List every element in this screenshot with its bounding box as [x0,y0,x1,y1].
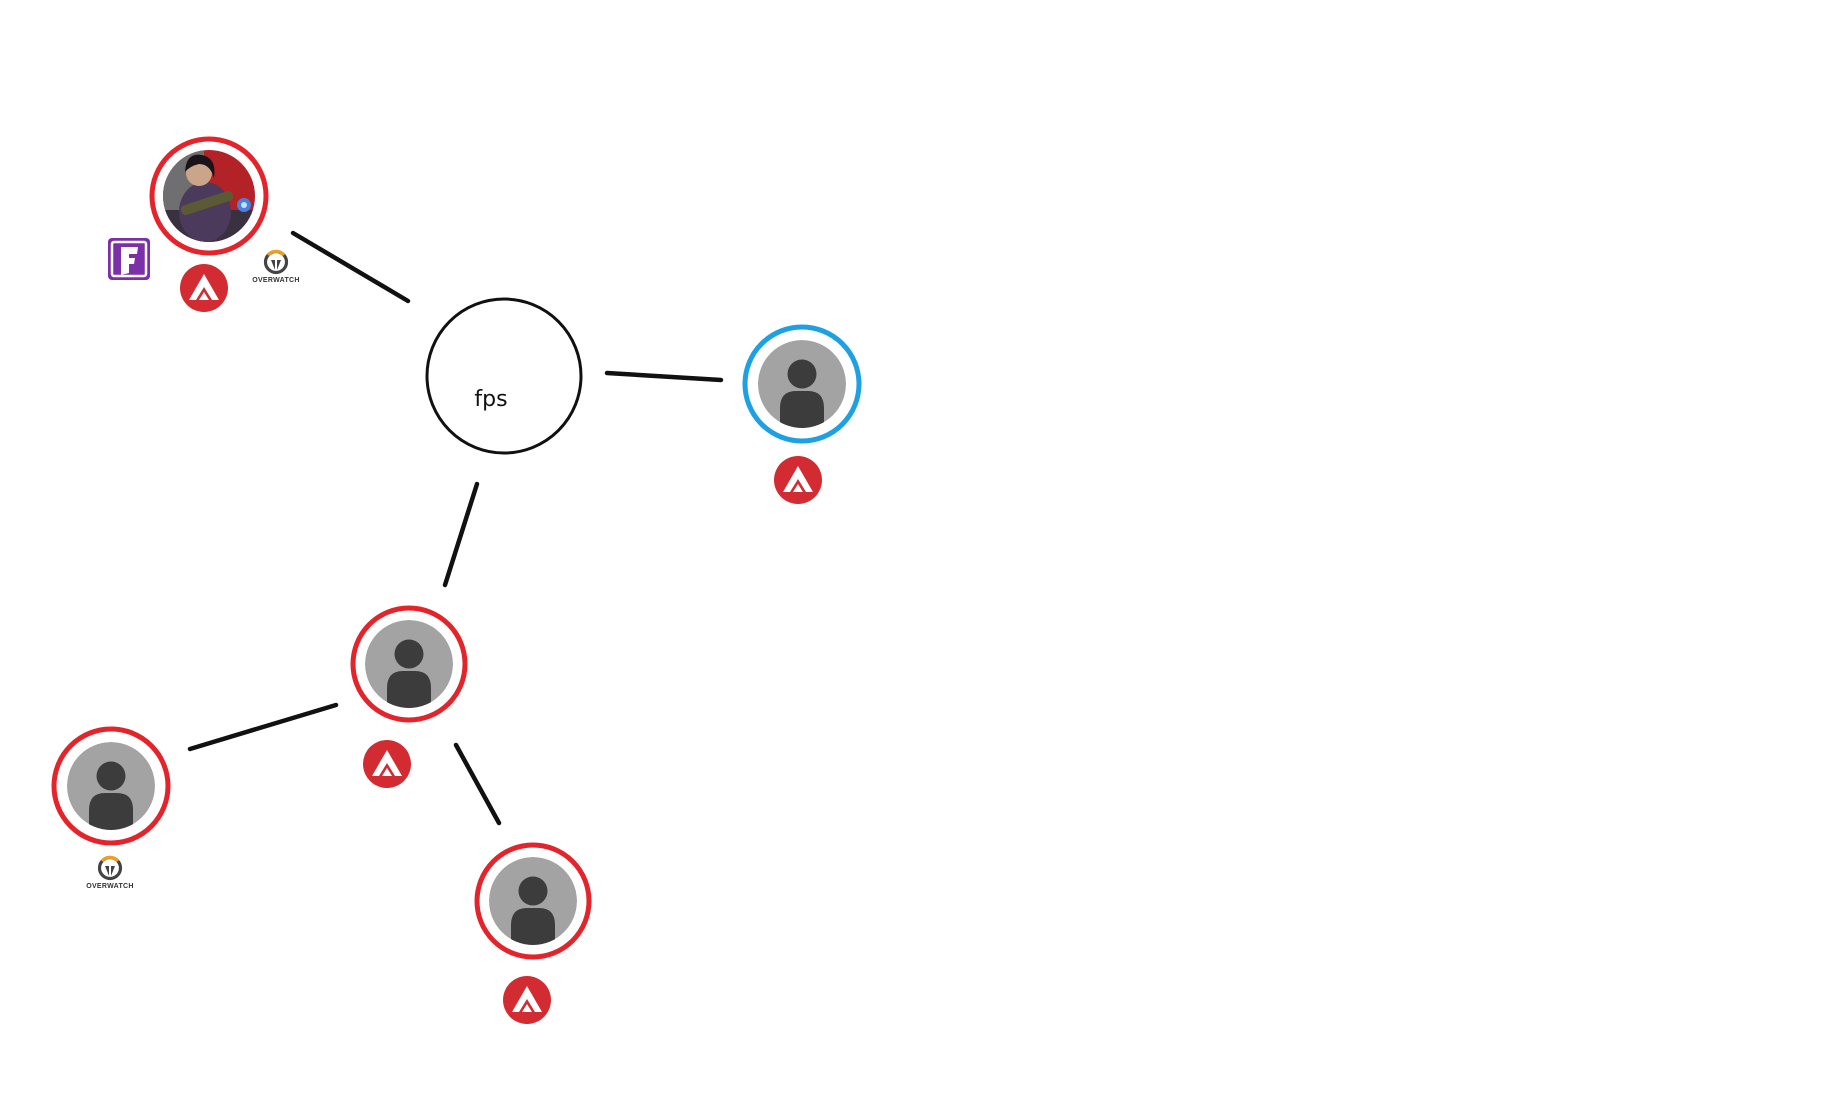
apex-legends-icon [503,976,551,1024]
default-avatar [489,857,577,945]
overwatch-icon: OVERWATCH [252,249,300,284]
overwatch-wordmark: OVERWATCH [252,277,300,284]
edge-main-to-hub [290,230,411,304]
player-node-left[interactable]: OVERWATCH [51,726,171,890]
default-avatar [365,620,453,708]
hub-circle [425,297,583,455]
apex-legends-icon [363,740,411,788]
overwatch-wordmark: OVERWATCH [86,883,134,890]
edge-middle-to-left [187,702,339,752]
edge-hub-to-right [604,370,724,383]
player-node-bottom[interactable] [474,842,592,1024]
edge-hub-to-middle [442,481,480,588]
edge-middle-to-bottom [453,742,502,826]
player-node-right[interactable] [742,324,862,504]
apex-legends-icon [774,456,822,504]
connection-lines [187,230,724,826]
overwatch-icon: OVERWATCH [86,855,134,890]
hub-node[interactable]: fps [425,297,583,455]
game-badges: OVERWATCH [108,238,300,312]
default-avatar [67,742,155,830]
hub-label: fps [474,387,507,412]
apex-legends-icon [180,264,228,312]
player-node-main[interactable]: OVERWATCH [108,136,300,312]
default-avatar [758,340,846,428]
player-node-middle[interactable] [350,605,468,788]
fortnite-icon [108,238,150,280]
